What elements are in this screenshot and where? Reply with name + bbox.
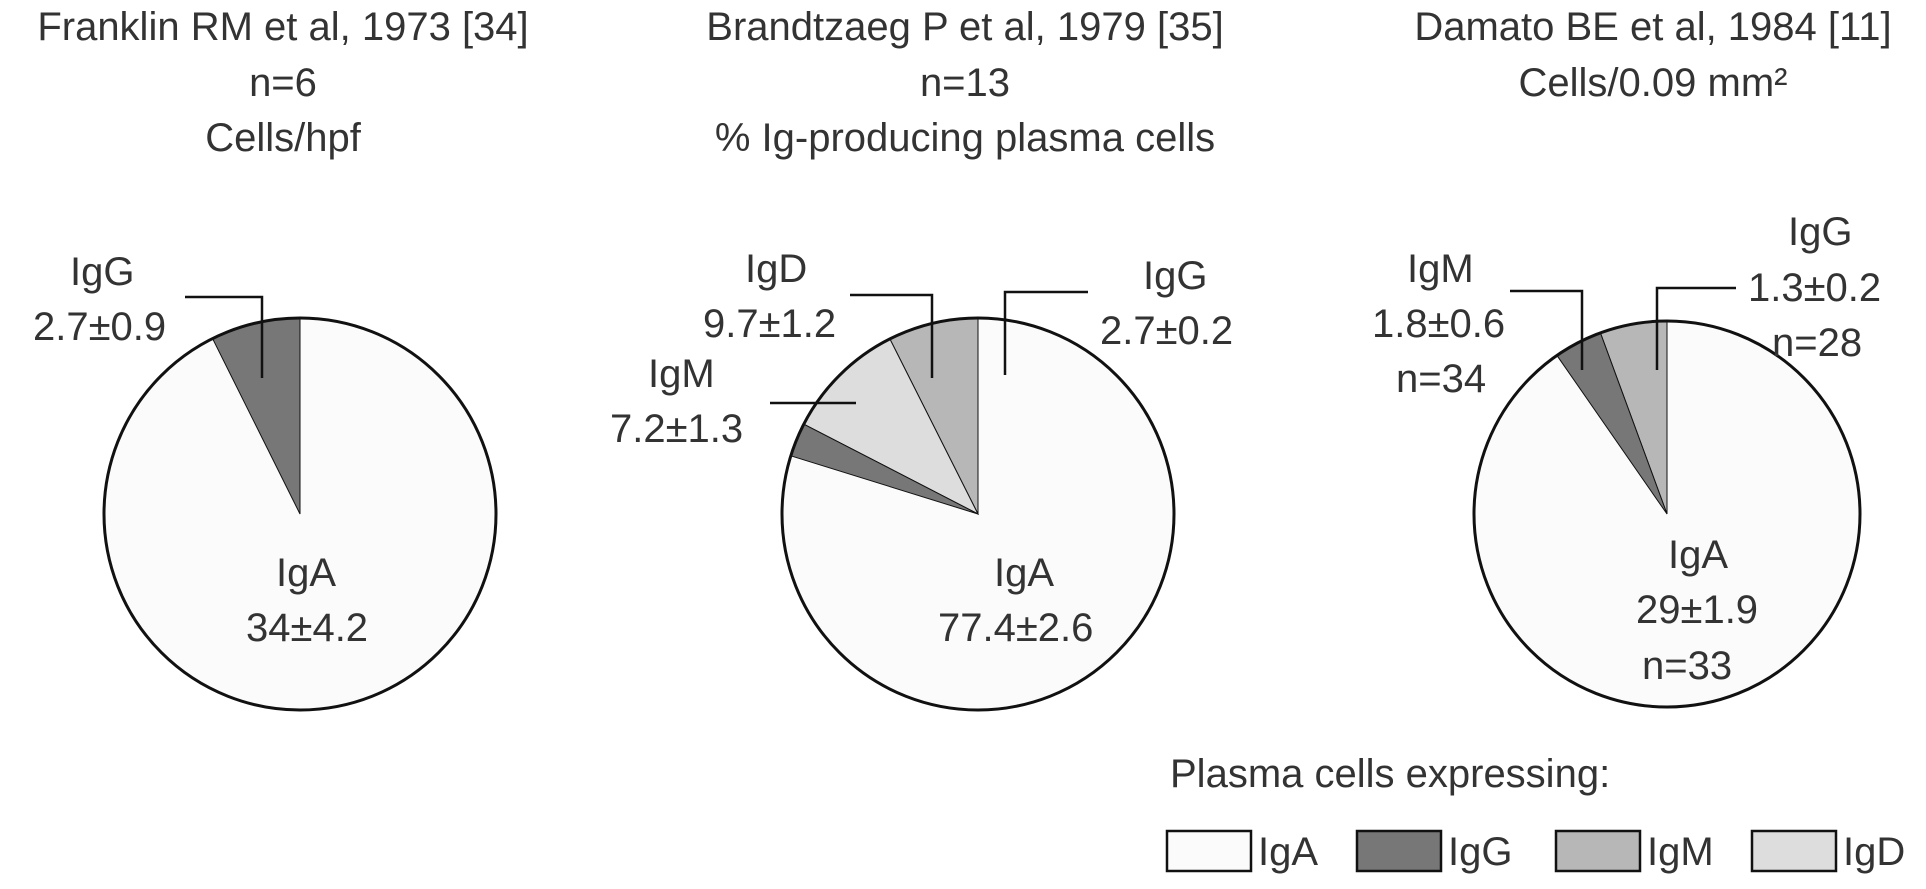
pie-chart-1	[102, 316, 498, 712]
igd-label: IgD	[745, 247, 807, 291]
panel-2-subtitle-2: % Ig-producing plasma cells	[715, 116, 1215, 160]
panel-2-title: Brandtzaeg P et al, 1979 [35]	[706, 5, 1223, 49]
igg-value: 1.3±0.2	[1748, 266, 1881, 310]
pie-outline	[1472, 319, 1862, 709]
panel-2: Brandtzaeg P et al, 1979 [35] n=13 % Ig-…	[610, 5, 1233, 712]
igg-leader-line	[1003, 290, 1088, 375]
legend-label-igm: IgM	[1647, 830, 1714, 874]
igg-leader-line	[1655, 286, 1736, 370]
iga-n: n=33	[1642, 644, 1732, 688]
legend-swatch-igg	[1355, 829, 1443, 873]
igd-value: 9.7±1.2	[703, 302, 836, 346]
iga-label: IgA	[1668, 533, 1728, 577]
pie-outline	[780, 316, 1176, 712]
igd-leader-line	[850, 293, 934, 378]
legend-swatch-igm	[1554, 829, 1642, 873]
panel-1-subtitle-1: n=6	[249, 61, 317, 105]
panel-1-subtitle-2: Cells/hpf	[205, 116, 362, 160]
iga-value: 34±4.2	[246, 606, 368, 650]
iga-label: IgA	[276, 551, 336, 595]
legend-label-iga: IgA	[1258, 830, 1318, 874]
panel-1: Franklin RM et al, 1973 [34] n=6 Cells/h…	[33, 5, 529, 712]
igg-n: n=28	[1772, 321, 1862, 365]
igm-n: n=34	[1396, 357, 1486, 401]
legend-label-igg: IgG	[1448, 830, 1512, 874]
iga-value: 29±1.9	[1636, 588, 1758, 632]
pie-chart-3	[1472, 319, 1862, 709]
igg-value: 2.7±0.2	[1100, 309, 1233, 353]
igm-value: 1.8±0.6	[1372, 302, 1505, 346]
panel-2-subtitle-1: n=13	[920, 61, 1010, 105]
legend-swatch-iga	[1165, 829, 1253, 873]
igg-label: IgG	[1143, 254, 1207, 298]
igm-value: 7.2±1.3	[610, 407, 743, 451]
panel-3: Damato BE et al, 1984 [11] Cells/0.09 mm…	[1372, 5, 1892, 709]
iga-value: 77.4±2.6	[938, 606, 1093, 650]
igg-leader-line	[185, 295, 264, 378]
igg-value: 2.7±0.9	[33, 305, 166, 349]
legend-swatch-igd	[1750, 829, 1838, 873]
igg-label: IgG	[70, 250, 134, 294]
igg-label: IgG	[1788, 210, 1852, 254]
pie-chart-2	[780, 316, 1176, 712]
legend-label-igd: IgD	[1843, 830, 1905, 874]
pie-outline	[102, 316, 498, 712]
igm-leader-line	[1510, 289, 1584, 370]
iga-label: IgA	[994, 551, 1054, 595]
panel-3-title: Damato BE et al, 1984 [11]	[1414, 5, 1891, 49]
panel-3-subtitle: Cells/0.09 mm²	[1519, 61, 1788, 105]
panel-1-title: Franklin RM et al, 1973 [34]	[37, 5, 528, 49]
igm-label: IgM	[1407, 247, 1474, 291]
igm-label: IgM	[648, 352, 715, 396]
legend: Plasma cells expressing: IgA IgG IgM IgD	[1165, 752, 1905, 874]
legend-title: Plasma cells expressing:	[1170, 752, 1610, 796]
